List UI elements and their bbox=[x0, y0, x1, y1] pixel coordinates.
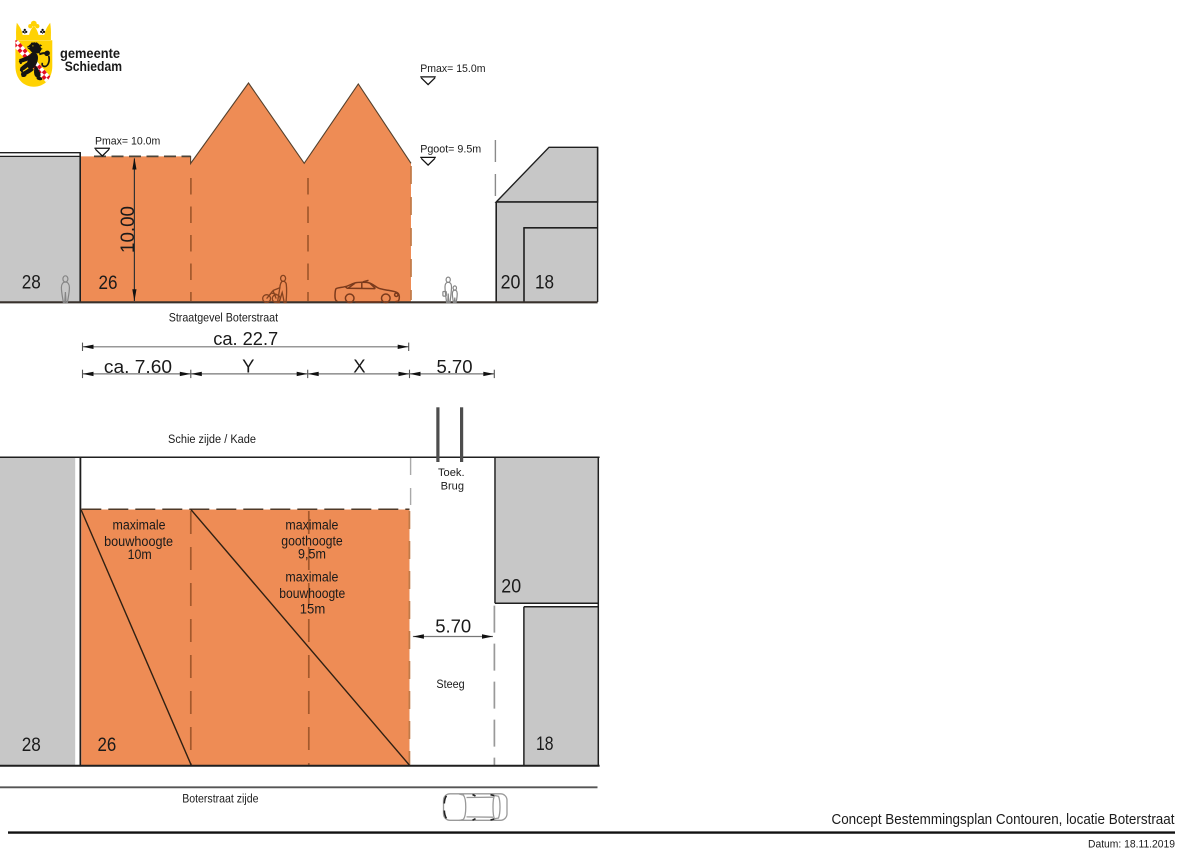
svg-text:9,5m: 9,5m bbox=[298, 547, 326, 562]
svg-text:20: 20 bbox=[501, 273, 521, 294]
svg-text:10m: 10m bbox=[128, 547, 152, 562]
svg-text:Schie zijde / Kade: Schie zijde / Kade bbox=[168, 432, 256, 446]
svg-text:gemeente: gemeente bbox=[60, 46, 120, 61]
svg-text:26: 26 bbox=[99, 273, 118, 294]
svg-text:18: 18 bbox=[535, 273, 554, 294]
svg-text:Straatgevel Boterstraat: Straatgevel Boterstraat bbox=[169, 311, 279, 325]
svg-text:28: 28 bbox=[22, 735, 41, 756]
svg-text:20: 20 bbox=[501, 576, 521, 597]
svg-text:Y: Y bbox=[242, 356, 254, 377]
svg-text:5.70: 5.70 bbox=[436, 356, 472, 377]
svg-text:maximale: maximale bbox=[113, 517, 166, 532]
svg-text:X: X bbox=[353, 356, 365, 377]
svg-text:ca. 7.60: ca. 7.60 bbox=[104, 356, 172, 377]
svg-text:Boterstraat zijde: Boterstraat zijde bbox=[182, 791, 258, 805]
svg-text:Datum: 18.11.2019: Datum: 18.11.2019 bbox=[1088, 839, 1175, 851]
svg-text:maximale: maximale bbox=[285, 518, 338, 533]
svg-text:bouwhoogte: bouwhoogte bbox=[279, 586, 345, 601]
svg-text:15m: 15m bbox=[300, 601, 326, 616]
svg-text:Brug: Brug bbox=[441, 480, 464, 492]
svg-text:Schiedam: Schiedam bbox=[65, 59, 122, 74]
svg-text:Pgoot= 9.5m: Pgoot= 9.5m bbox=[420, 143, 481, 155]
svg-text:Pmax= 15.0m: Pmax= 15.0m bbox=[420, 63, 485, 75]
svg-text:26: 26 bbox=[98, 735, 117, 756]
svg-text:Concept Bestemmingsplan Contou: Concept Bestemmingsplan Contouren, locat… bbox=[832, 811, 1176, 828]
svg-text:28: 28 bbox=[22, 273, 41, 294]
svg-text:Steeg: Steeg bbox=[436, 677, 464, 691]
svg-text:bouwhoogte: bouwhoogte bbox=[104, 534, 173, 549]
svg-text:18: 18 bbox=[536, 734, 554, 755]
svg-text:5.70: 5.70 bbox=[435, 616, 471, 637]
svg-text:ca. 22.7: ca. 22.7 bbox=[213, 328, 278, 349]
svg-text:maximale: maximale bbox=[285, 570, 338, 585]
svg-text:Pmax= 10.0m: Pmax= 10.0m bbox=[95, 135, 160, 147]
svg-text:Toek.: Toek. bbox=[438, 467, 465, 479]
svg-text:10.00: 10.00 bbox=[118, 206, 139, 253]
svg-text:goothoogte: goothoogte bbox=[281, 534, 343, 549]
